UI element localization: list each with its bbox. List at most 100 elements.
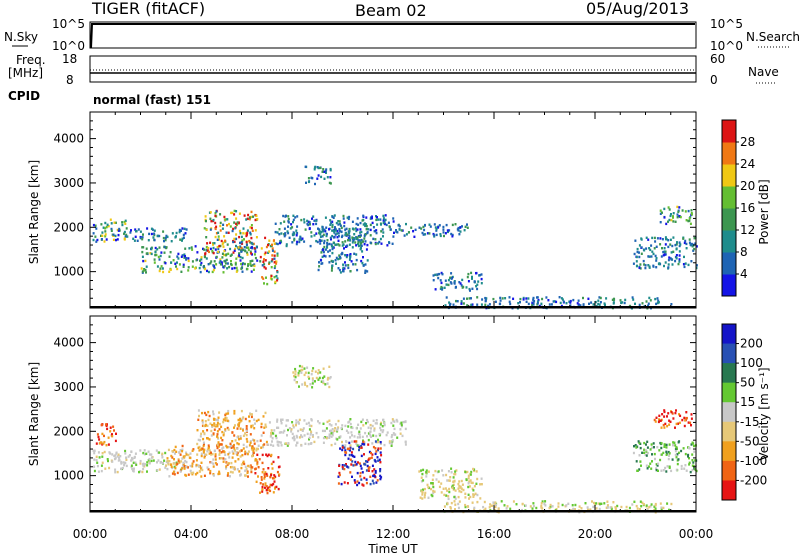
echo-cell [269,443,272,447]
echo-cell [248,415,250,418]
echo-cell [442,225,445,229]
echo-region [92,449,188,474]
echo-cell [357,242,359,246]
echo-cell [356,444,359,447]
echo-cell [237,423,240,426]
echo-cell [684,262,687,265]
echo-cell [494,501,497,504]
echo-cell [665,470,668,473]
echo-cell [233,266,236,270]
echo-cell [374,440,377,443]
echo-cell [233,447,236,450]
echo-cell [612,501,615,504]
echo-cell [356,483,359,487]
echo-cell [656,297,659,300]
echo-cell [691,453,694,456]
echo-cell [688,241,691,244]
echo-cell [185,228,188,231]
echo-cell [278,473,281,476]
colorbar-tick-label: 16 [740,201,755,215]
echo-cell [202,430,205,433]
echo-cell [377,448,379,452]
echo-cell [337,223,340,226]
echo-cell [221,252,224,255]
y-tick-label: 2000 [53,424,84,438]
echo-cell [125,464,128,468]
echo-cell [344,228,347,231]
echo-cell [320,230,323,234]
echo-cell [216,238,219,241]
echo-cell [272,477,274,480]
echo-cell [212,246,215,250]
echo-cell [213,266,216,270]
echo-cell [660,469,663,472]
echo-cell [199,435,202,438]
echo-cell [210,260,213,263]
echo-cell [377,447,380,450]
echo-cell [659,243,662,246]
echo-cell [356,268,359,272]
echo-cell [259,482,262,485]
echo-cell [476,296,479,299]
echo-cell [560,297,563,300]
echo-cell [203,456,206,459]
echo-cell [332,236,335,239]
echo-cell [202,247,204,251]
echo-cell [273,257,276,260]
echo-cell [226,446,229,449]
echo-cell [623,301,626,305]
echo-cell [257,475,259,478]
echo-cell [303,373,306,377]
echo-cell [363,222,366,225]
echo-cell [338,227,341,231]
echo-cell [466,226,469,229]
echo-cell [243,238,245,241]
echo-cell [675,257,678,260]
echo-cell [107,225,110,228]
echo-cell [371,453,374,456]
echo-cell [279,441,282,444]
echo-cell [329,182,332,185]
echo-cell [219,229,222,232]
echo-cell [464,505,467,509]
echo-cell [383,421,386,425]
echo-cell [668,452,671,455]
echo-cell [260,425,263,429]
echo-cell [504,297,507,300]
echo-cell [227,409,230,413]
echo-cell [635,255,638,259]
echo-cell [388,225,391,228]
echo-cell [645,236,648,239]
echo-cell [344,261,346,264]
echo-cell [466,275,469,279]
echo-cell [259,260,262,263]
echo-cell [472,495,475,498]
echo-cell [161,462,164,465]
echo-cell [462,297,465,300]
echo-cell [379,442,382,445]
echo-cell [303,381,306,384]
echo-cell [693,444,695,448]
echo-cell [235,270,238,273]
echo-cell [272,482,275,486]
echo-cell [341,252,344,255]
echo-cell [331,245,334,249]
echo-cell [676,462,679,466]
echo-cell [640,505,643,508]
echo-cell [250,468,253,471]
echo-cell [160,251,163,254]
echo-cell [141,238,144,241]
echo-cell [323,177,326,180]
echo-cell [263,426,266,429]
echo-cell [683,241,686,245]
echo-cell [307,375,310,379]
echo-cell [395,418,398,422]
echo-cell [374,452,377,456]
echo-cell [280,241,283,244]
echo-cell [158,451,161,454]
echo-cell [690,417,693,420]
echo-cell [342,266,345,270]
echo-cell [366,243,369,247]
echo-cell [647,255,650,258]
echo-cell [345,232,348,235]
